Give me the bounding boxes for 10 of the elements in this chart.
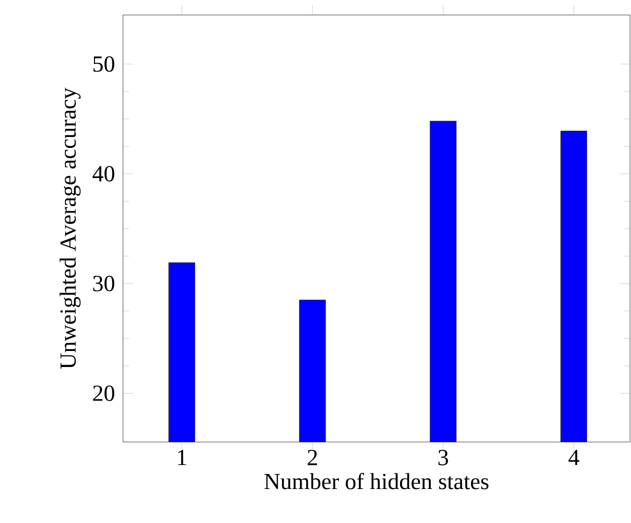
y-tick-label: 30 xyxy=(93,276,114,292)
x-tick-label: 3 xyxy=(438,450,448,466)
x-axis-title: Number of hidden states xyxy=(264,472,488,490)
y-tick-label: 20 xyxy=(93,386,114,402)
x-tick-label: 2 xyxy=(308,450,317,466)
y-tick-label: 40 xyxy=(92,166,114,182)
x-tick-label: 1 xyxy=(178,450,186,466)
y-tick-label: 50 xyxy=(93,56,114,72)
x-tick-label: 4 xyxy=(568,450,580,466)
y-axis-title: Unweighted Average accuracy xyxy=(60,88,81,369)
